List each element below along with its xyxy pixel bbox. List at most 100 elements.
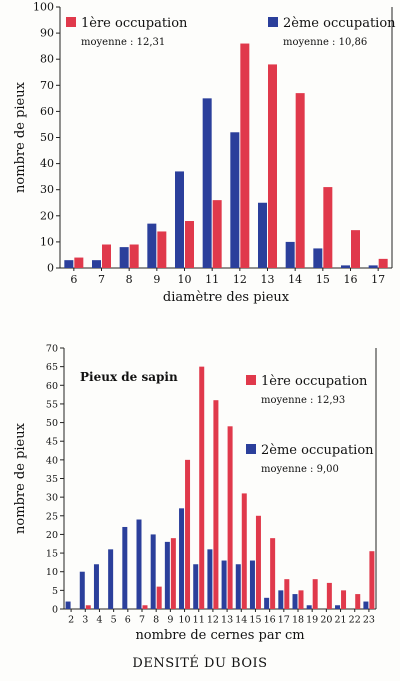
y-tick-label: 65 [46, 362, 58, 373]
x-tick-label: 4 [96, 615, 102, 626]
bar-first-occupation [355, 594, 361, 609]
bar-second-occupation [278, 590, 284, 609]
x-tick-label: 6 [125, 615, 131, 626]
bar-first-occupation [270, 538, 276, 609]
y-tick-label: 20 [40, 209, 54, 222]
bar-second-occupation [221, 560, 227, 609]
x-tick-label: 11 [193, 615, 205, 626]
bar-first-occupation [74, 257, 84, 268]
page-footer-title: DENSITÉ DU BOIS [132, 656, 268, 671]
bar-second-occupation [285, 241, 295, 268]
y-tick-label: 5 [52, 586, 58, 597]
x-tick-label: 9 [167, 615, 173, 626]
x-tick-label: 8 [153, 615, 159, 626]
bar-first-occupation [351, 230, 360, 268]
bar-first-occupation [323, 187, 333, 268]
bar-first-occupation [170, 538, 176, 609]
x-tick-label: 18 [292, 615, 304, 626]
bar-second-occupation [79, 571, 85, 609]
x-tick-label: 19 [306, 615, 318, 626]
y-tick-label: 15 [46, 549, 58, 560]
y-tick-label: 0 [47, 262, 54, 275]
x-tick-label: 5 [111, 615, 117, 626]
x-tick-label: 10 [178, 273, 192, 286]
x-tick-label: 21 [334, 615, 346, 626]
bar-first-occupation [129, 244, 139, 268]
legend-swatch-first-occupation [66, 17, 76, 27]
bar-second-occupation [258, 202, 267, 268]
bar-second-occupation [341, 265, 350, 268]
y-axis-label: nombre de pieux [13, 422, 28, 534]
bar-first-occupation [284, 579, 290, 609]
x-tick-label: 3 [82, 615, 88, 626]
x-tick-label: 15 [316, 273, 330, 286]
bar-first-occupation [341, 590, 347, 609]
bar-second-occupation [64, 260, 74, 268]
x-tick-label: 2 [68, 615, 74, 626]
bar-second-occupation [363, 601, 369, 609]
bar-second-occupation [164, 541, 170, 609]
bar-second-occupation [264, 597, 270, 609]
bar-first-occupation [298, 590, 304, 609]
x-tick-label: 16 [344, 273, 358, 286]
legend-note-second-occupation: moyenne : 9,00 [261, 464, 339, 475]
bar-first-occupation [157, 231, 167, 268]
x-tick-label: 6 [70, 273, 77, 286]
bar-first-occupation [240, 43, 250, 268]
x-axis-label: diamètre des pieux [163, 290, 290, 305]
bar-second-occupation [306, 605, 312, 609]
legend-note-first-occupation: moyenne : 12,31 [81, 37, 165, 48]
y-tick-label: 10 [40, 235, 54, 248]
y-tick-label: 40 [46, 455, 58, 466]
y-tick-label: 40 [40, 157, 54, 170]
y-tick-label: 0 [52, 605, 58, 616]
y-tick-label: 60 [40, 105, 54, 118]
bar-first-occupation [213, 400, 219, 609]
bar-second-occupation [136, 519, 142, 609]
x-tick-label: 14 [235, 615, 247, 626]
x-tick-label: 14 [288, 273, 302, 286]
bar-second-occupation [368, 265, 378, 268]
x-tick-label: 11 [205, 273, 219, 286]
x-tick-label: 13 [261, 273, 275, 286]
x-tick-label: 12 [207, 615, 219, 626]
legend-label-first-occupation: 1ère occupation [81, 16, 188, 31]
legend-label-second-occupation: 2ème occupation [261, 443, 374, 458]
bar-second-occupation [175, 171, 184, 268]
bar-second-occupation [147, 223, 157, 268]
x-tick-label: 10 [178, 615, 190, 626]
x-tick-label: 23 [363, 615, 375, 626]
legend-note-second-occupation: moyenne : 10,86 [283, 37, 367, 48]
x-tick-label: 17 [371, 273, 385, 286]
bar-first-occupation [85, 605, 91, 609]
bar-first-occupation [241, 493, 247, 609]
x-tick-label: 20 [320, 615, 332, 626]
bar-second-occupation [119, 247, 129, 268]
bar-first-occupation [185, 459, 191, 609]
legend-swatch-second-occupation [268, 17, 278, 27]
legend-label-second-occupation: 2ème occupation [283, 16, 396, 31]
bar-first-occupation [185, 221, 194, 268]
x-tick-label: 16 [264, 615, 276, 626]
y-tick-label: 25 [46, 511, 58, 522]
x-tick-label: 13 [221, 615, 233, 626]
chart-diameter: 0 10 20 30 40 50 60 70 80 90 100 6 7 8 9 10 11 12 13 14 15 16… [13, 1, 396, 306]
y-tick-label: 35 [46, 474, 58, 485]
x-tick-label: 15 [249, 615, 261, 626]
y-tick-label: 80 [40, 53, 54, 66]
bar-first-occupation [295, 93, 305, 268]
y-tick-label: 70 [46, 344, 58, 355]
bar-first-occupation [369, 551, 375, 609]
y-tick-label: 20 [46, 530, 58, 541]
bar-first-occupation [227, 426, 233, 609]
x-tick-label: 7 [139, 615, 145, 626]
bar-second-occupation [249, 560, 255, 609]
bar-second-occupation [108, 549, 114, 609]
y-tick-label: 70 [40, 79, 54, 92]
bar-first-occupation [212, 200, 222, 268]
y-tick-label: 60 [46, 381, 58, 392]
x-tick-label: 22 [349, 615, 361, 626]
x-tick-label: 7 [98, 273, 105, 286]
x-axis-label: nombre de cernes par cm [135, 628, 304, 643]
bar-first-occupation [156, 586, 162, 609]
